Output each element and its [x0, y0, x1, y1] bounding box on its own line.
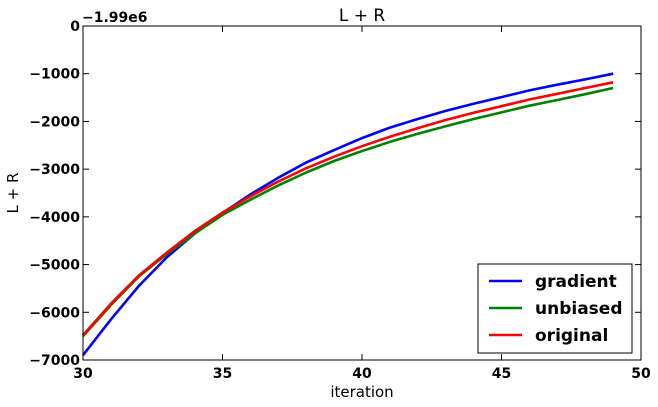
y-tick-label: −3000 [29, 162, 80, 178]
y-tick-label: 0 [70, 19, 80, 35]
legend-label-gradient: gradient [535, 272, 617, 292]
x-tick-label: 35 [213, 366, 232, 382]
x-tick-label: 50 [631, 366, 651, 382]
y-tick-label: −5000 [29, 258, 80, 274]
legend-label-unbiased: unbiased [535, 299, 623, 319]
x-tick-label: 30 [73, 366, 93, 382]
y-axis-ticks: 0 −1000 −2000 −3000 −4000 −5000 −6000 −7000 [29, 19, 641, 369]
y-tick-label: −6000 [29, 305, 80, 321]
chart-title: L + R [339, 6, 386, 26]
y-axis-label: L + R [4, 173, 22, 214]
x-axis-label: iteration [330, 383, 393, 401]
y-tick-label: −2000 [29, 114, 80, 130]
x-tick-label: 40 [352, 366, 372, 382]
x-tick-label: 45 [492, 366, 511, 382]
y-tick-label: −7000 [29, 353, 80, 369]
y-tick-label: −4000 [29, 210, 80, 226]
series-line-gradient [81, 72, 614, 356]
legend-label-original: original [535, 326, 608, 346]
legend: gradient unbiased original [477, 263, 633, 354]
series-line-original [82, 81, 614, 337]
x-axis-ticks: 30 35 40 45 50 [73, 26, 651, 382]
y-tick-label: −1000 [29, 67, 80, 83]
y-axis-offset-label: −1.99e6 [82, 10, 148, 26]
series-lines [81, 72, 614, 356]
series-line-unbiased [82, 86, 614, 337]
